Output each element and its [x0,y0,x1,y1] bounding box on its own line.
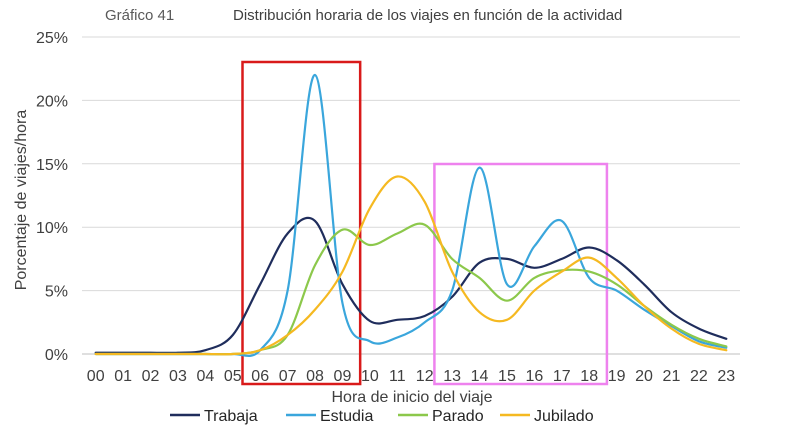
x-tick-label: 21 [663,368,681,385]
chart-number-label: Gráfico 41 [105,7,174,24]
x-tick-label: 17 [553,368,571,385]
x-tick-label: 23 [717,368,735,385]
x-tick-label: 11 [389,368,406,385]
y-axis-ticks: 0% 5% 10% 15% 20% 25% [36,30,68,364]
x-tick-label: 19 [608,368,626,385]
series-line-parado [94,222,728,356]
x-tick-label: 22 [690,368,708,385]
x-tick-label: 07 [279,368,297,385]
x-tick-label: 05 [224,368,242,385]
y-tick-label: 0% [45,347,68,364]
x-tick-label: 14 [471,368,489,385]
highlight-boxes [241,60,609,386]
x-tick-label: 15 [498,368,516,385]
legend-label: Estudia [320,408,373,425]
x-tick-label: 00 [87,368,105,385]
highlight-box [433,162,609,386]
y-tick-label: 20% [36,93,68,110]
legend-label: Trabaja [204,408,258,425]
y-tick-label: 5% [45,284,68,301]
series-lines [94,73,728,358]
x-tick-label: 02 [142,368,160,385]
y-tick-label: 10% [36,220,68,237]
legend: Trabaja Estudia Parado Jubilado [170,408,594,425]
x-tick-label: 06 [251,368,269,385]
x-tick-label: 12 [416,368,434,385]
x-tick-label: 04 [196,368,214,385]
x-tick-label: 09 [334,368,352,385]
x-tick-label: 18 [580,368,598,385]
y-tick-label: 15% [36,157,68,174]
x-tick-label: 16 [525,368,543,385]
x-axis-title: Hora de inicio del viaje [332,389,493,406]
series-line-estudia [94,73,728,358]
legend-label: Jubilado [534,408,594,425]
x-axis-ticks: 00 01 02 03 04 05 06 07 08 09 10 11 12 13 14 15 16 17 18 19… [87,368,735,385]
y-tick-label: 25% [36,30,68,47]
x-tick-label: 13 [443,368,461,385]
x-tick-label: 08 [306,368,324,385]
y-axis-title: Porcentaje de viajes/hora [13,110,30,291]
legend-label: Parado [432,408,484,425]
series-line-trabaja [94,216,728,355]
x-tick-label: 20 [635,368,653,385]
highlight-box [241,60,362,386]
series-line-jubilado [94,175,728,356]
chart-title: Distribución horaria de los viajes en fu… [233,7,622,24]
x-tick-label: 01 [114,368,132,385]
x-tick-label: 10 [361,368,379,385]
x-tick-label: 03 [169,368,187,385]
